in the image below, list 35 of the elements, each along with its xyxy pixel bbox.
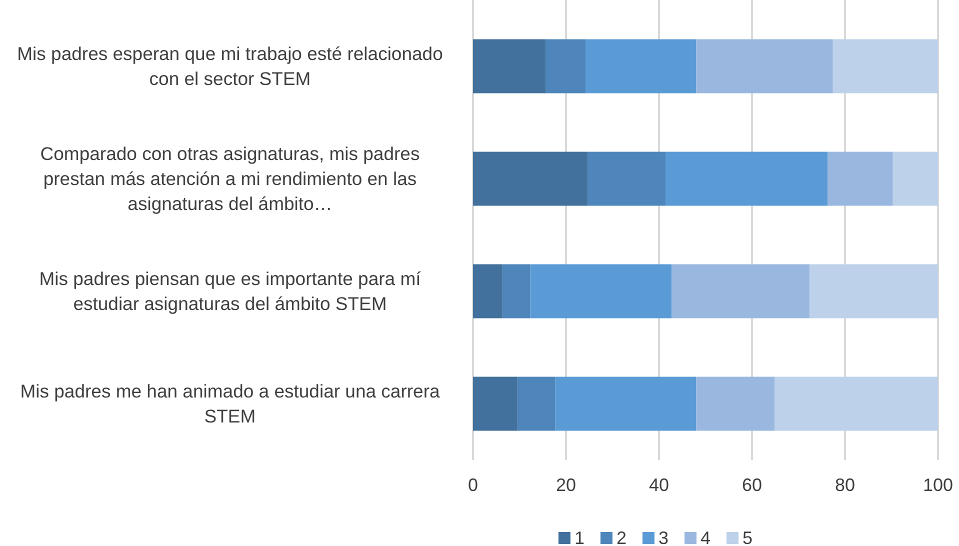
legend-label: 4 [700,528,711,546]
legend-label: 2 [616,528,626,546]
y-tick-label: Comparado con otras asignaturas, mis padres prestan más atención a mi rendimiento en las asignaturas del ámbito… [40,142,420,214]
bar [473,376,518,431]
bar [473,264,503,318]
legend-label: 5 [742,528,753,546]
bar [774,376,938,431]
x-tick-label: 0 [468,474,478,495]
bar [696,376,775,431]
bar [546,39,586,94]
bar [473,152,588,206]
x-tick-label: 100 [922,474,954,495]
bar [473,39,546,94]
bar [518,376,556,431]
bar [502,264,530,318]
bar [672,264,810,318]
x-tick-label: 40 [648,474,670,495]
bar [810,264,938,318]
bar [555,376,696,431]
y-tick-label: Mis padres me han animado a estudiar una carrera STEM [20,380,440,426]
x-tick-label: 20 [556,474,576,495]
bar [828,152,893,206]
bar [892,152,938,206]
legend-label: 1 [574,528,584,546]
bar [586,39,696,94]
bar [832,39,938,94]
y-tick-label: Mis padres esperan que mi trabajo esté relacionado con el sector STEM [17,42,443,89]
bar [588,152,666,206]
x-tick-label: 60 [742,474,762,495]
y-tick-label: Mis padres piensan que es importante para mí estudiar asignaturas del ámbito STEM [39,268,422,314]
bar [530,264,672,318]
legend-label: 3 [658,528,669,546]
x-tick-label: 80 [834,474,856,495]
bar [696,39,833,94]
bar [666,152,828,206]
